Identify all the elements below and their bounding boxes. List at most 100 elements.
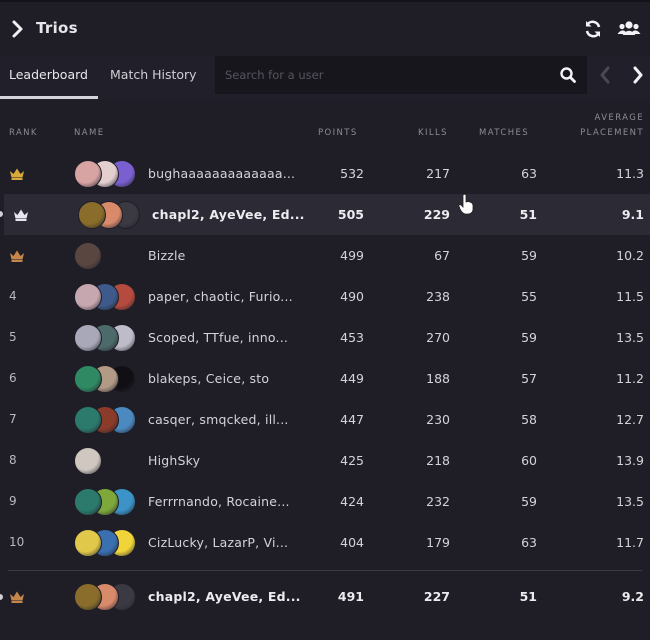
table-row[interactable]: 5 Scoped, TTfue, inno... 453 270 59 13.5 bbox=[0, 317, 650, 358]
refresh-icon bbox=[585, 20, 601, 38]
column-matches[interactable]: MATCHES bbox=[479, 128, 530, 138]
table-row[interactable]: 10 CizLucky, LazarP, Vi... 404 179 63 11.7 bbox=[0, 522, 650, 563]
matches-value: 51 bbox=[519, 589, 537, 604]
team-name[interactable]: casqer, smqcked, ill... bbox=[148, 412, 289, 427]
team-avatars bbox=[74, 242, 138, 270]
table-row[interactable]: 7 casqer, smqcked, ill... 447 230 58 12.7 bbox=[0, 399, 650, 440]
table-row[interactable]: Bizzle 499 67 59 10.2 bbox=[0, 235, 650, 276]
table-row[interactable]: bughaaaaaaaaaaaaa... 532 217 63 11.3 bbox=[0, 153, 650, 194]
avatar bbox=[74, 324, 102, 352]
search-icon[interactable] bbox=[559, 66, 577, 84]
matches-value: 59 bbox=[521, 330, 537, 345]
team-name[interactable]: chapl2, AyeVee, Ed... bbox=[148, 589, 301, 604]
team-name[interactable]: CizLucky, LazarP, Vi... bbox=[148, 535, 289, 550]
kills-value: 67 bbox=[434, 248, 450, 263]
avatar bbox=[74, 283, 102, 311]
kills-value: 218 bbox=[426, 453, 450, 468]
rank-number: 8 bbox=[9, 453, 17, 467]
matches-value: 59 bbox=[521, 248, 537, 263]
team-avatars bbox=[74, 324, 138, 352]
team-avatars bbox=[74, 406, 138, 434]
refresh-button[interactable] bbox=[580, 16, 606, 42]
team-name[interactable]: blakeps, Ceice, sto bbox=[148, 371, 270, 386]
team-avatars bbox=[74, 447, 138, 475]
users-icon bbox=[617, 21, 641, 35]
bronze-crown-icon bbox=[10, 250, 24, 262]
rank-number: 6 bbox=[9, 371, 17, 385]
tab-match-history[interactable]: Match History bbox=[110, 67, 197, 82]
row-marker bbox=[0, 594, 3, 600]
column-average-label[interactable]: AVERAGE bbox=[594, 113, 644, 123]
team-avatars bbox=[74, 365, 138, 393]
table-row[interactable]: chapl2, AyeVee, Ed... 505 229 51 9.1 bbox=[4, 194, 650, 235]
avatar bbox=[74, 242, 102, 270]
table-row[interactable]: 6 blakeps, Ceice, sto 449 188 57 11.2 bbox=[0, 358, 650, 399]
rank-number: 7 bbox=[9, 412, 17, 426]
team-avatars bbox=[74, 283, 138, 311]
silver-crown-icon bbox=[14, 209, 28, 221]
table-row[interactable]: 8 HighSky 425 218 60 13.9 bbox=[0, 440, 650, 481]
avg-placement-value: 10.2 bbox=[616, 248, 644, 263]
team-name[interactable]: HighSky bbox=[148, 453, 201, 468]
divider bbox=[8, 570, 642, 571]
team-avatars bbox=[74, 160, 138, 188]
table-row[interactable]: 9 Ferrrnando, Rocaine... 424 232 59 13.5 bbox=[0, 481, 650, 522]
avatar bbox=[78, 201, 106, 229]
tab-leaderboard[interactable]: Leaderboard bbox=[9, 67, 88, 82]
kills-value: 227 bbox=[423, 589, 450, 604]
bronze-crown-icon bbox=[10, 591, 24, 603]
table-row[interactable]: 4 paper, chaotic, Furio... 490 238 55 11.5 bbox=[0, 276, 650, 317]
users-button[interactable] bbox=[616, 16, 642, 42]
matches-value: 63 bbox=[521, 166, 537, 181]
matches-value: 60 bbox=[521, 453, 537, 468]
avatar bbox=[74, 160, 102, 188]
avatar bbox=[74, 365, 102, 393]
matches-value: 57 bbox=[521, 371, 537, 386]
avatar bbox=[74, 583, 102, 611]
team-name[interactable]: chapl2, AyeVee, Ed... bbox=[152, 207, 305, 222]
kills-value: 232 bbox=[426, 494, 450, 509]
column-kills[interactable]: KILLS bbox=[418, 128, 448, 138]
points-value: 505 bbox=[337, 207, 364, 222]
team-name[interactable]: bughaaaaaaaaaaaaa... bbox=[148, 166, 296, 181]
points-value: 499 bbox=[340, 248, 364, 263]
team-name[interactable]: Scoped, TTfue, inno... bbox=[148, 330, 289, 345]
kills-value: 238 bbox=[426, 289, 450, 304]
avatar bbox=[74, 488, 102, 516]
search-box bbox=[215, 56, 587, 94]
avg-placement-value: 11.7 bbox=[616, 535, 644, 550]
rank-number: 4 bbox=[9, 289, 17, 303]
column-placement-label[interactable]: PLACEMENT bbox=[580, 128, 644, 138]
chevron-right-icon[interactable] bbox=[10, 19, 26, 39]
points-value: 447 bbox=[340, 412, 364, 427]
team-name[interactable]: paper, chaotic, Furio... bbox=[148, 289, 293, 304]
avg-placement-value: 13.5 bbox=[616, 330, 644, 345]
prev-page-icon[interactable] bbox=[595, 64, 615, 86]
points-value: 449 bbox=[340, 371, 364, 386]
search-input[interactable] bbox=[225, 56, 545, 94]
points-value: 532 bbox=[340, 166, 364, 181]
next-page-icon[interactable] bbox=[628, 64, 648, 86]
matches-value: 63 bbox=[521, 535, 537, 550]
team-avatars bbox=[74, 488, 138, 516]
avatar bbox=[74, 447, 102, 475]
table-header: RANK NAME POINTS KILLS MATCHES AVERAGE P… bbox=[0, 110, 650, 150]
column-name: NAME bbox=[74, 128, 105, 138]
team-name[interactable]: Ferrrnando, Rocaine... bbox=[148, 494, 290, 509]
team-avatars bbox=[78, 201, 142, 229]
team-avatars bbox=[74, 583, 138, 611]
rank-number: 10 bbox=[9, 535, 25, 549]
rank-number: 5 bbox=[9, 330, 17, 344]
avg-placement-value: 13.5 bbox=[616, 494, 644, 509]
points-value: 490 bbox=[340, 289, 364, 304]
kills-value: 188 bbox=[426, 371, 450, 386]
table-row[interactable]: chapl2, AyeVee, Ed... 491 227 51 9.2 bbox=[0, 576, 650, 617]
column-points[interactable]: POINTS bbox=[318, 128, 358, 138]
points-value: 491 bbox=[337, 589, 364, 604]
avg-placement-value: 11.5 bbox=[616, 289, 644, 304]
team-name[interactable]: Bizzle bbox=[148, 248, 186, 263]
avg-placement-value: 9.1 bbox=[621, 207, 644, 222]
avg-placement-value: 9.2 bbox=[621, 589, 644, 604]
row-marker bbox=[0, 211, 3, 217]
matches-value: 51 bbox=[519, 207, 537, 222]
